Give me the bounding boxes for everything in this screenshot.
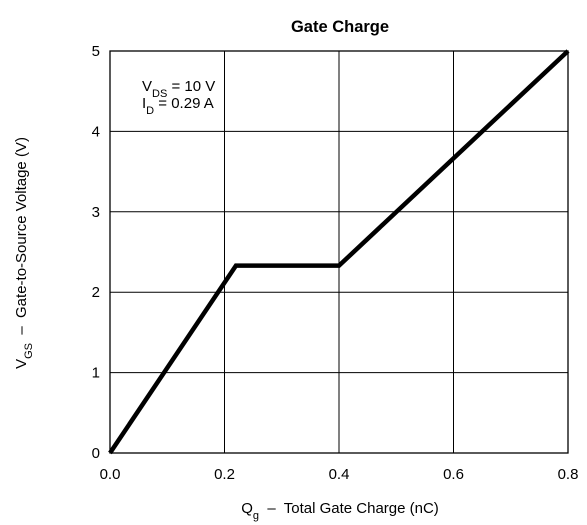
x-tick-label: 0.6 <box>443 466 464 483</box>
series-line <box>108 49 570 455</box>
y-tick-label: 1 <box>92 365 100 382</box>
annotation-vds: VDS = 10 V <box>142 78 215 100</box>
annotation-id: ID = 0.29 A <box>142 95 214 117</box>
y-tick-label: 3 <box>92 204 100 221</box>
y-tick-labels: 0 1 2 3 4 5 <box>92 43 100 462</box>
y-axis-label-sub: GS <box>23 343 35 359</box>
x-tick-label: 0.0 <box>100 466 121 483</box>
x-axis-label-rest: – Total Gate Charge (nC) <box>259 500 439 517</box>
y-tick-label: 5 <box>92 43 100 60</box>
annotation-id-rest: = 0.29 A <box>154 95 214 112</box>
y-tick-label: 4 <box>92 123 100 140</box>
x-tick-label: 0.8 <box>558 466 579 483</box>
x-tick-labels: 0.0 0.2 0.4 0.6 0.8 <box>100 466 579 483</box>
x-tick-label: 0.4 <box>329 466 350 483</box>
annotation-vds-main: V <box>142 78 152 95</box>
y-tick-label: 2 <box>92 284 100 301</box>
x-axis-label: Qg – Total Gate Charge (nC) <box>241 500 439 522</box>
y-axis-label-main: V <box>13 359 30 369</box>
x-axis-label-sub: g <box>253 510 259 522</box>
annotation-id-main: I <box>142 95 146 112</box>
annotation-vds-rest: = 10 V <box>167 78 215 95</box>
grid-lines <box>110 51 568 453</box>
data-series <box>108 49 570 455</box>
y-axis-label-rest: – Gate-to-Source Voltage (V) <box>13 137 30 343</box>
chart-title: Gate Charge <box>291 18 389 36</box>
annotation-id-sub: D <box>146 105 154 117</box>
plot-frame <box>109 50 569 454</box>
y-tick-label: 0 <box>92 445 100 462</box>
x-axis-label-main: Q <box>241 500 253 517</box>
x-tick-label: 0.2 <box>214 466 235 483</box>
y-axis-label: VGS – Gate-to-Source Voltage (V) <box>13 137 35 369</box>
annotation-vds-sub: DS <box>152 88 167 100</box>
